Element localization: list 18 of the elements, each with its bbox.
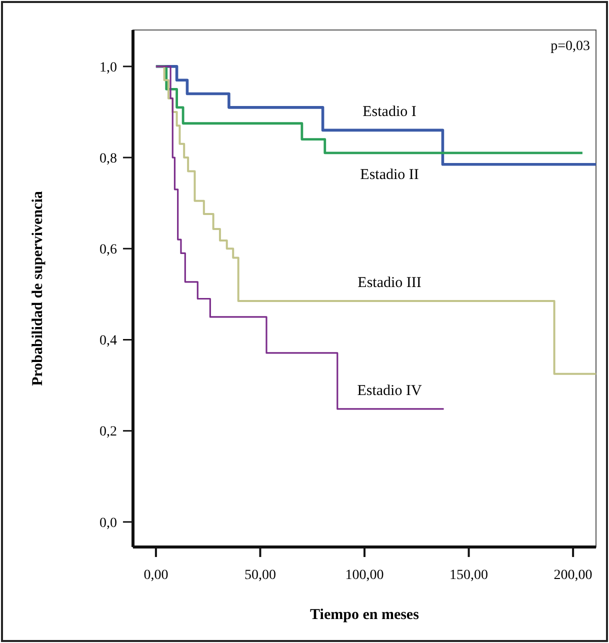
x-tick-label: 150,00 (450, 568, 488, 583)
x-tick-label: 0,00 (144, 568, 168, 583)
series-label: Estadio I (362, 104, 416, 120)
y-axis-title: Probabilidad de supervivencia (30, 190, 46, 386)
x-axis-title: Tiempo en meses (310, 607, 420, 623)
x-tick-label: 50,00 (244, 568, 276, 583)
y-tick-label: 0,8 (100, 151, 117, 166)
y-tick-label: 0,4 (100, 334, 117, 349)
y-tick-label: 1,0 (100, 60, 117, 76)
y-tick-label: 0,2 (100, 424, 117, 440)
series-label: Estadio IV (357, 382, 422, 399)
y-tick-label: 0,0 (100, 516, 117, 531)
x-tick-label: 100,00 (345, 568, 384, 583)
x-tick-label: 200,00 (554, 568, 592, 583)
y-tick-label: 0,6 (100, 242, 117, 258)
series-label: Estadio II (360, 166, 419, 183)
annotation: p=0,03 (550, 39, 590, 54)
series-label: Estadio III (358, 275, 422, 292)
